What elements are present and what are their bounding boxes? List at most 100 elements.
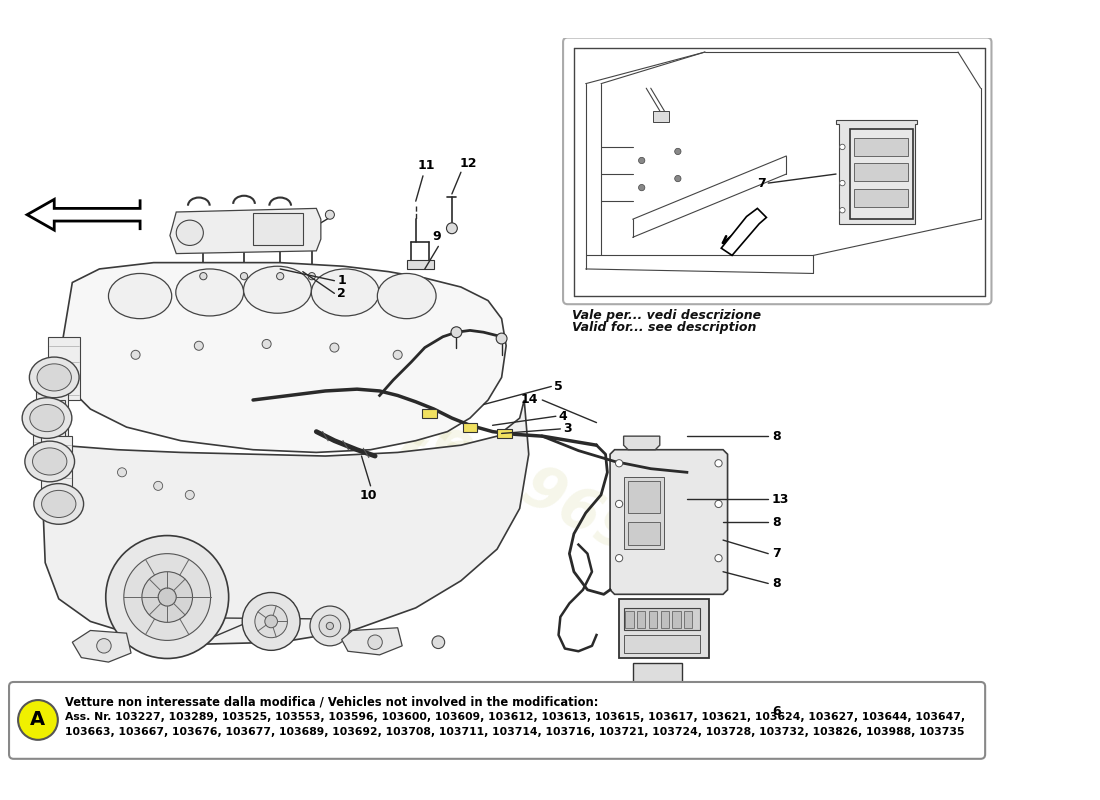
Circle shape (839, 144, 845, 150)
Bar (407, 260, 433, 269)
Text: eurospares: eurospares (100, 248, 536, 523)
Circle shape (195, 342, 204, 350)
Circle shape (276, 273, 284, 280)
Ellipse shape (30, 357, 79, 398)
Bar (626, 610, 634, 628)
Circle shape (200, 273, 207, 280)
Bar (672, 610, 681, 628)
Circle shape (330, 343, 339, 352)
Circle shape (432, 636, 444, 649)
Ellipse shape (25, 441, 75, 482)
Text: 8: 8 (772, 430, 781, 442)
Text: 14: 14 (520, 394, 538, 406)
Bar (632, 663, 682, 690)
Circle shape (310, 606, 350, 646)
Circle shape (124, 554, 210, 641)
Circle shape (154, 482, 163, 490)
Polygon shape (73, 630, 131, 662)
Polygon shape (610, 450, 727, 594)
Bar (463, 422, 477, 432)
Text: 13: 13 (772, 493, 789, 506)
Circle shape (18, 700, 58, 740)
Text: 8: 8 (772, 577, 781, 590)
Text: 6: 6 (772, 706, 781, 718)
Circle shape (262, 339, 271, 349)
Text: 9: 9 (432, 230, 441, 242)
Bar (652, 110, 669, 122)
Text: 1: 1 (337, 274, 345, 287)
Circle shape (106, 535, 229, 658)
Circle shape (97, 638, 111, 653)
Polygon shape (28, 199, 140, 230)
Polygon shape (722, 208, 767, 255)
Ellipse shape (109, 274, 172, 318)
Circle shape (616, 460, 623, 467)
Circle shape (715, 554, 722, 562)
Circle shape (839, 207, 845, 213)
Circle shape (663, 691, 674, 702)
Circle shape (616, 500, 623, 507)
Ellipse shape (176, 220, 204, 246)
Circle shape (496, 333, 507, 344)
Polygon shape (33, 400, 65, 472)
Bar (854, 163, 909, 182)
Text: Valid for... see description: Valid for... see description (572, 322, 757, 334)
Polygon shape (58, 262, 506, 453)
Ellipse shape (34, 484, 84, 524)
Circle shape (185, 490, 195, 499)
Polygon shape (48, 337, 79, 400)
Ellipse shape (42, 490, 76, 518)
Bar (422, 409, 437, 418)
Circle shape (715, 500, 722, 507)
Ellipse shape (176, 269, 243, 316)
Text: 12: 12 (459, 157, 476, 170)
Circle shape (674, 148, 681, 154)
Polygon shape (43, 400, 529, 644)
Bar (624, 635, 701, 653)
Circle shape (327, 622, 333, 630)
Circle shape (326, 210, 334, 219)
Text: 103663, 103667, 103676, 103677, 103689, 103692, 103708, 103711, 103714, 103716, : 103663, 103667, 103676, 103677, 103689, … (65, 727, 965, 737)
Bar (637, 610, 646, 628)
Text: 7: 7 (772, 547, 781, 560)
Polygon shape (41, 436, 73, 504)
Polygon shape (342, 628, 403, 655)
Bar (624, 477, 664, 549)
Text: Vale per... vedi descrizione: Vale per... vedi descrizione (572, 309, 761, 322)
Text: since 1969: since 1969 (308, 350, 647, 566)
Ellipse shape (377, 274, 436, 318)
Text: 11: 11 (418, 159, 436, 172)
Text: Vetture non interessate dalla modifica / Vehicles not involved in the modificati: Vetture non interessate dalla modifica /… (65, 695, 598, 709)
Bar (624, 608, 701, 630)
Circle shape (674, 175, 681, 182)
Bar (849, 129, 913, 219)
Circle shape (241, 273, 248, 280)
Bar (661, 610, 669, 628)
Circle shape (839, 180, 845, 186)
Ellipse shape (30, 405, 64, 432)
Circle shape (142, 572, 192, 622)
Circle shape (118, 468, 127, 477)
Text: Ass. Nr. 103227, 103289, 103525, 103553, 103596, 103600, 103609, 103612, 103613,: Ass. Nr. 103227, 103289, 103525, 103553,… (65, 712, 965, 722)
Bar (628, 482, 660, 513)
Bar (854, 138, 909, 156)
Circle shape (265, 615, 277, 628)
Circle shape (638, 185, 645, 190)
Bar (854, 189, 909, 206)
Circle shape (131, 350, 140, 359)
Circle shape (319, 615, 341, 637)
Bar (619, 599, 710, 658)
Text: 7: 7 (758, 177, 766, 190)
Text: A: A (31, 710, 45, 730)
FancyBboxPatch shape (9, 682, 986, 759)
Ellipse shape (22, 398, 72, 438)
Bar (253, 213, 302, 245)
Bar (497, 429, 512, 438)
Text: 3: 3 (563, 422, 572, 435)
Polygon shape (36, 368, 68, 436)
Circle shape (367, 635, 383, 650)
FancyArrowPatch shape (723, 217, 757, 243)
Ellipse shape (33, 448, 67, 475)
Polygon shape (836, 120, 917, 224)
Text: 5: 5 (554, 380, 563, 393)
